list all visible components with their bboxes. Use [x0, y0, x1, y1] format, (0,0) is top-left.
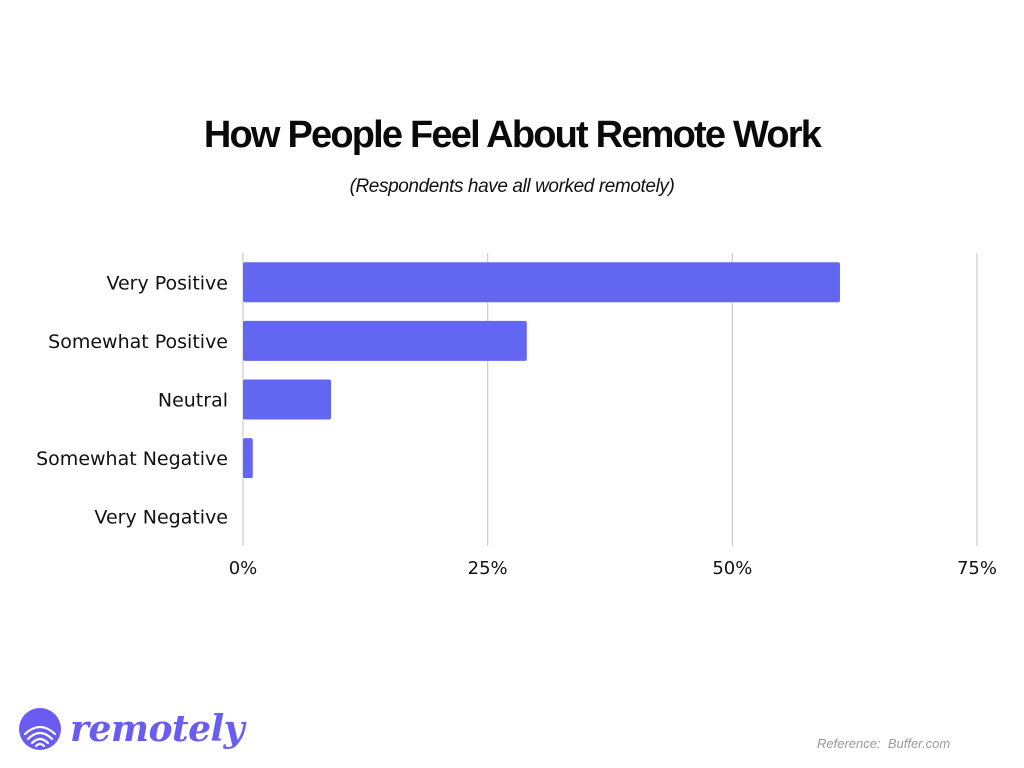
bar-chart: Very Positive Somewhat Positive Neutral Som…: [36, 253, 997, 579]
x-tick-label: 75%: [957, 558, 997, 579]
category-labels: Very Positive Somewhat Positive Neutral Som…: [36, 272, 228, 528]
x-tick-label: 50%: [712, 558, 752, 579]
category-label: Somewhat Negative: [36, 448, 228, 470]
category-label: Very Negative: [94, 507, 228, 529]
bar-very-positive: [243, 262, 840, 303]
bar-somewhat-positive: [243, 320, 527, 361]
remotely-logo: remotely: [18, 707, 245, 751]
bars: [243, 262, 840, 479]
reference-note: Reference: Buffer.com: [817, 736, 951, 751]
chart-title: How People Feel About Remote Work: [203, 114, 822, 156]
category-label: Neutral: [158, 390, 228, 412]
remotely-logo-icon: [19, 708, 61, 750]
category-label: Very Positive: [106, 272, 228, 294]
x-tick-label: 25%: [468, 558, 508, 579]
category-label: Somewhat Positive: [48, 331, 228, 353]
x-tick-labels: 0% 25% 50% 75%: [229, 558, 997, 579]
brand-name: remotely: [70, 708, 245, 750]
chart-subtitle: (Respondents have all worked remotely): [349, 176, 675, 197]
bar-neutral: [243, 379, 332, 420]
x-tick-label: 0%: [229, 558, 258, 579]
bar-somewhat-negative: [243, 438, 253, 479]
